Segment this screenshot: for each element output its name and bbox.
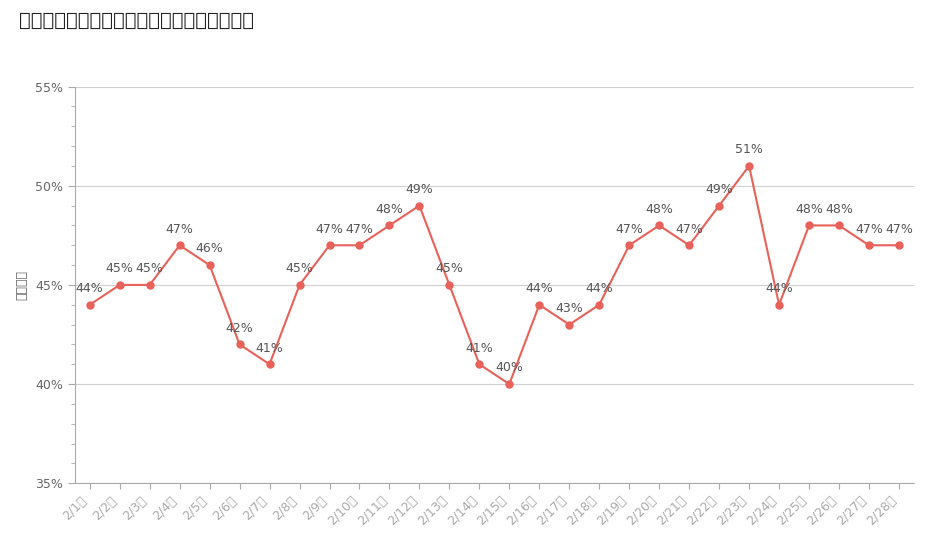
Text: 43%: 43%: [555, 302, 583, 315]
Text: 49%: 49%: [405, 183, 433, 196]
Text: 45%: 45%: [286, 262, 313, 275]
Text: 51%: 51%: [735, 143, 763, 156]
Y-axis label: 平均歩数: 平均歩数: [15, 270, 28, 300]
Text: 46%: 46%: [195, 242, 223, 255]
Text: 47%: 47%: [166, 223, 193, 236]
Text: 44%: 44%: [585, 282, 613, 295]
Text: 47%: 47%: [675, 223, 703, 236]
Text: 各企業・団体ごとの目標歩数達成率（日次）: 各企業・団体ごとの目標歩数達成率（日次）: [19, 11, 254, 30]
Text: 44%: 44%: [525, 282, 553, 295]
Text: 41%: 41%: [256, 342, 284, 355]
Text: 45%: 45%: [435, 262, 463, 275]
Text: 41%: 41%: [466, 342, 493, 355]
Text: 47%: 47%: [315, 223, 343, 236]
Text: 45%: 45%: [136, 262, 164, 275]
Text: 48%: 48%: [376, 203, 404, 216]
Text: 49%: 49%: [705, 183, 733, 196]
Text: 48%: 48%: [825, 203, 853, 216]
Text: 48%: 48%: [795, 203, 823, 216]
Text: 48%: 48%: [645, 203, 673, 216]
Text: 47%: 47%: [885, 223, 913, 236]
Text: 45%: 45%: [106, 262, 134, 275]
Text: 44%: 44%: [76, 282, 103, 295]
Text: 44%: 44%: [765, 282, 793, 295]
Text: 40%: 40%: [496, 362, 524, 374]
Text: 42%: 42%: [226, 321, 254, 334]
Text: 47%: 47%: [855, 223, 883, 236]
Text: 47%: 47%: [346, 223, 374, 236]
Text: 47%: 47%: [616, 223, 644, 236]
